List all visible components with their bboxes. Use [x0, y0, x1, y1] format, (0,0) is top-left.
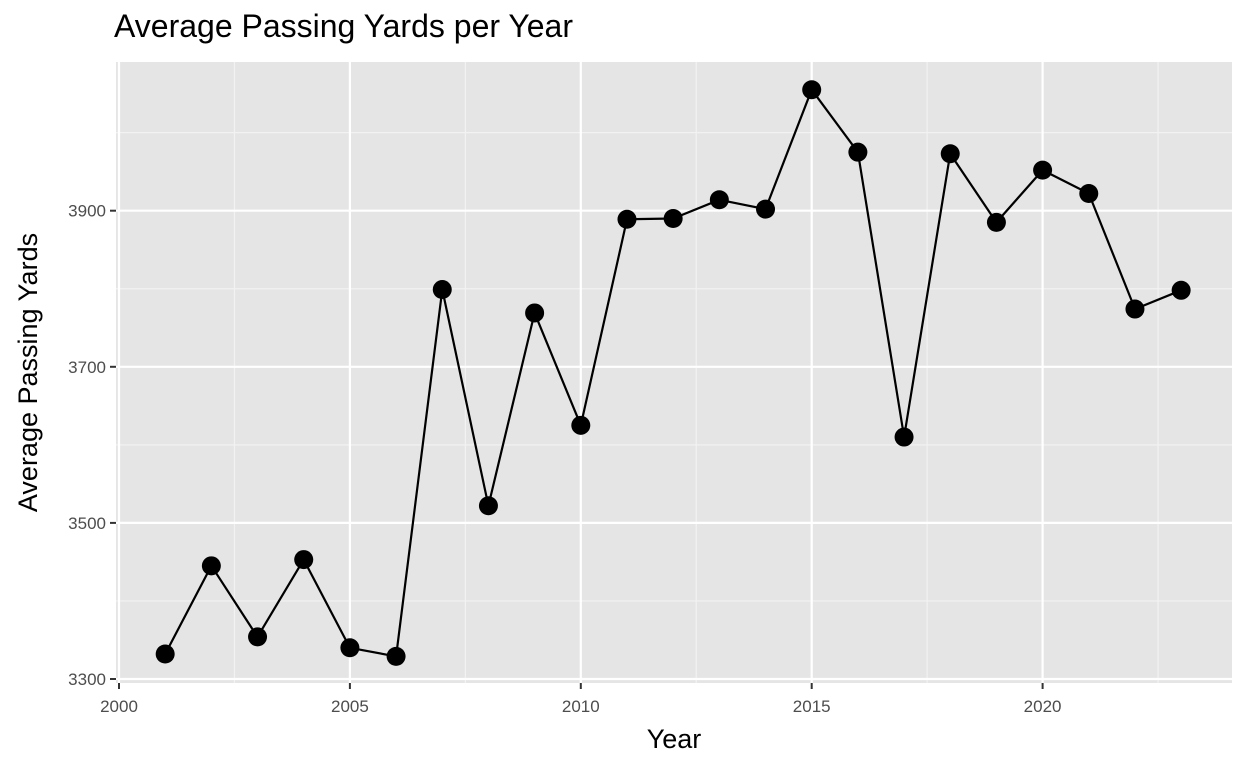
- data-point: [1033, 160, 1053, 180]
- chart-title: Average Passing Yards per Year: [114, 8, 573, 44]
- x-tick-label: 2005: [331, 697, 369, 716]
- axis-ticks: [110, 209, 1044, 689]
- y-tick-label: 3500: [68, 514, 106, 533]
- data-point: [340, 638, 360, 658]
- y-tick-label: 3300: [68, 670, 106, 689]
- data-point: [1125, 299, 1145, 319]
- data-point: [432, 280, 452, 300]
- data-point: [940, 144, 960, 164]
- data-point: [201, 556, 221, 576]
- data-point: [155, 644, 175, 664]
- data-point: [709, 190, 729, 210]
- x-tick-label: 2015: [793, 697, 831, 716]
- x-axis-title: Year: [647, 724, 702, 754]
- y-axis-title: Average Passing Yards: [13, 233, 43, 512]
- data-point: [248, 627, 268, 647]
- y-tick-labels: 3300 3500 3700 3900: [68, 202, 106, 689]
- data-point: [1171, 280, 1191, 300]
- data-point: [294, 550, 314, 570]
- major-gridlines: [116, 62, 1232, 683]
- plot-panel: [116, 62, 1232, 683]
- x-tick-label: 2020: [1024, 697, 1062, 716]
- y-tick-label: 3900: [68, 202, 106, 221]
- data-point: [848, 142, 868, 162]
- data-point: [386, 646, 406, 666]
- data-point: [894, 427, 914, 447]
- x-tick-labels: 2000 2005 2010 2015 2020: [100, 697, 1061, 716]
- data-point: [1079, 184, 1099, 204]
- y-tick-label: 3700: [68, 358, 106, 377]
- series-group: [155, 80, 1191, 666]
- data-point: [986, 212, 1006, 232]
- data-point: [478, 496, 498, 516]
- data-point: [617, 209, 637, 229]
- x-tick-label: 2010: [562, 697, 600, 716]
- minor-gridlines: [116, 62, 1232, 683]
- data-point: [802, 80, 822, 100]
- x-tick-label: 2000: [100, 697, 138, 716]
- data-point: [756, 199, 776, 219]
- data-point: [663, 209, 683, 229]
- data-point: [525, 303, 545, 323]
- data-point: [571, 415, 591, 435]
